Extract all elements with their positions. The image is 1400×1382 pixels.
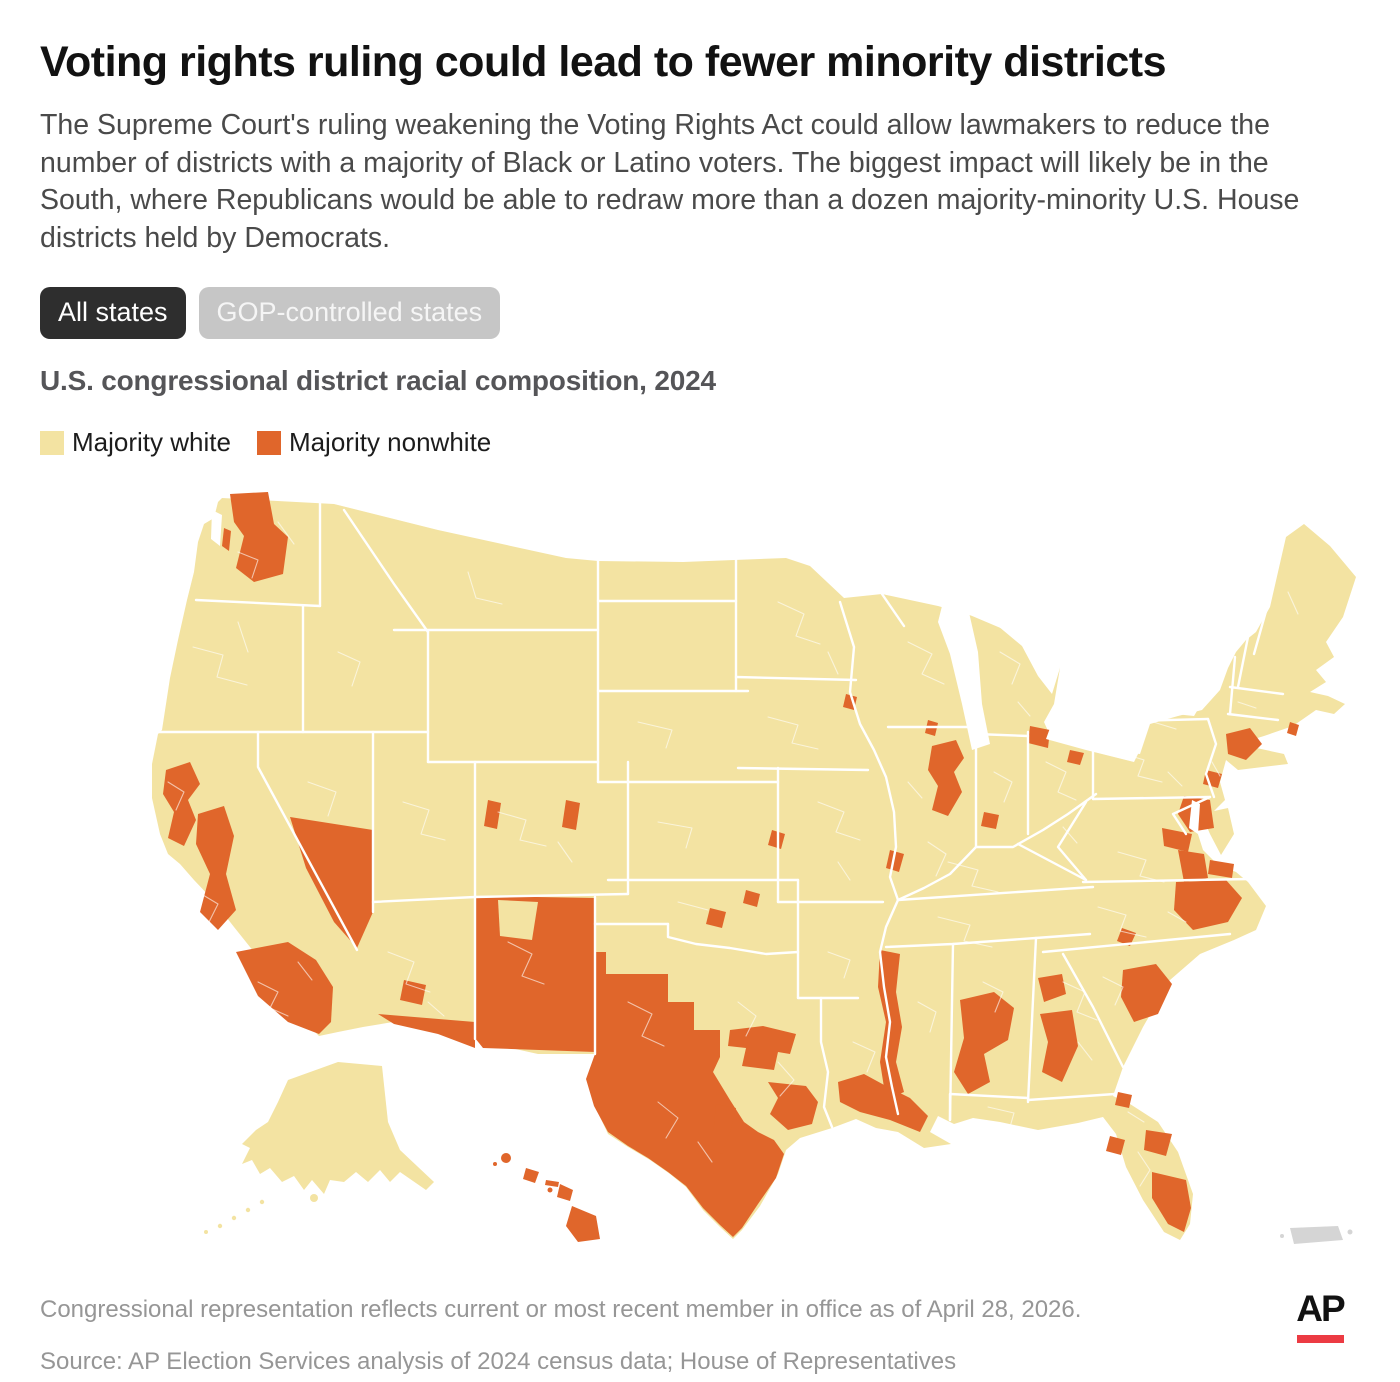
district-region-detroit [1028, 726, 1050, 749]
puget-sound [211, 510, 222, 547]
district-region-dallas-fort-worth [728, 1026, 796, 1071]
chesapeake-bay [1189, 800, 1200, 835]
legend-label-majority-white: Majority white [72, 427, 231, 458]
district-region-tampa [1106, 1136, 1125, 1156]
district-region-phoenix [400, 980, 426, 1006]
aleutian-island [231, 1216, 237, 1221]
district-region-south-carolina [1121, 964, 1172, 1023]
puerto-rico [1280, 1226, 1353, 1245]
district-region-southern-nevada [290, 817, 373, 949]
chart-subtitle: U.S. congressional district racial compo… [40, 365, 716, 397]
district-region-houston [768, 1082, 818, 1131]
aleutian-island [245, 1208, 251, 1213]
all-states-button[interactable]: All states [40, 287, 186, 340]
district-region-southern-arizona [378, 1014, 475, 1049]
district-region-charlotte [1117, 928, 1136, 947]
district-region-st-louis [886, 850, 904, 873]
legend-item-majority-white: Majority white [40, 427, 231, 458]
ap-graphic-page: Voting rights ruling could lead to fewer… [40, 38, 1378, 1282]
district-region-west-south-texas [586, 952, 784, 1238]
aleutian-island [204, 1230, 208, 1235]
district-region-hampton-roads [1208, 860, 1234, 879]
footer: Congressional representation reflects cu… [0, 1282, 1400, 1376]
puerto-rico-islet [1280, 1234, 1284, 1239]
district-region-bay-area [163, 762, 200, 847]
district-region-central-valley [196, 806, 236, 931]
map-legend: Majority white Majority nonwhite [40, 427, 1360, 458]
district-region-central-washington [230, 492, 288, 583]
district-region-south-florida [1152, 1172, 1191, 1233]
lake-ontario [1138, 696, 1200, 717]
district-region-austin-san-antonio [708, 1104, 736, 1155]
district-region-salt-lake-city [484, 800, 501, 830]
district-region-denver [562, 800, 580, 831]
molokai [545, 1180, 559, 1188]
us-map-svg [152, 492, 1356, 1245]
new-mexico-cream-notch [498, 900, 538, 941]
majority-nonwhite-swatch [256, 430, 281, 455]
district-region-philadelphia [1203, 770, 1222, 789]
district-region-chicago [928, 740, 964, 817]
us-congressional-district-map [138, 482, 1378, 1282]
lanai [547, 1187, 553, 1193]
district-region-kansas-city [768, 830, 785, 850]
page-title: Voting rights ruling could lead to fewer… [40, 38, 1167, 86]
district-region-orlando [1144, 1130, 1172, 1157]
district-region-southwest-georgia [1040, 1010, 1078, 1083]
footnote: Congressional representation reflects cu… [40, 1296, 1082, 1324]
kodiak-island [310, 1194, 318, 1203]
district-region-jacksonville [1115, 1092, 1132, 1109]
district-region-tulsa [743, 890, 760, 908]
aleutian-island [259, 1200, 265, 1205]
district-region-louisiana-river [838, 1074, 928, 1133]
district-region-washington-dc [1162, 828, 1192, 853]
intro-paragraph: The Supreme Court's ruling weakening the… [40, 109, 1300, 254]
district-region-boston [1287, 722, 1299, 737]
puerto-rico-islet [1347, 1229, 1353, 1235]
alaska [204, 1062, 434, 1235]
niihau [493, 1162, 497, 1167]
district-region-richmond [1178, 850, 1208, 883]
ap-logo-red-bar [1296, 1335, 1344, 1344]
hawaii-big-island [566, 1206, 600, 1243]
lake-superior [814, 542, 1024, 633]
district-region-northeast-north-carolina [1174, 880, 1242, 931]
district-region-indianapolis [981, 812, 999, 830]
district-region-oklahoma-city [706, 908, 726, 929]
legend-item-majority-nonwhite: Majority nonwhite [256, 427, 492, 458]
lake-huron [992, 608, 1060, 695]
kauai [501, 1153, 511, 1164]
majority-white-swatch [40, 430, 64, 455]
district-region-cleveland [1067, 750, 1084, 766]
aleutian-island [217, 1224, 223, 1229]
district-region-new-york-city [1226, 728, 1262, 761]
oahu [523, 1168, 539, 1184]
district-lines [167, 521, 1299, 1187]
state-borders [156, 501, 1285, 1129]
district-region-central-alabama [954, 992, 1014, 1095]
legend-label-majority-nonwhite: Majority nonwhite [288, 427, 492, 458]
ap-logo-text: AP [1296, 1288, 1345, 1330]
source-line: Source: AP Election Services analysis of… [40, 1348, 957, 1376]
lake-michigan [938, 598, 990, 751]
district-region-socal [236, 942, 333, 1035]
ap-logo: AP [1292, 1288, 1348, 1344]
gop-states-button[interactable]: GOP-controlled states [198, 287, 501, 340]
alaska-mainland [242, 1062, 434, 1195]
maui [557, 1184, 573, 1202]
hawaii [493, 1153, 600, 1243]
district-region-seattle [222, 528, 231, 552]
puerto-rico-main [1290, 1226, 1343, 1245]
district-region-atlanta [1038, 974, 1066, 1003]
state-filter-toggle: All states GOP-controlled states [40, 287, 1360, 340]
